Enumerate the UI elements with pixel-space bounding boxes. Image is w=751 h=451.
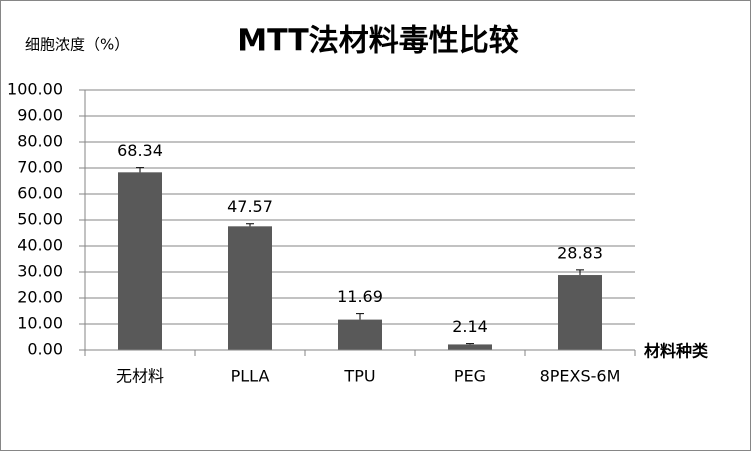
y-tick-label: 90.00 [17,106,63,125]
data-label: 11.69 [337,287,383,306]
y-tick-label: 20.00 [17,288,63,307]
error-bar [356,313,364,320]
error-bar [466,343,474,345]
bar [228,226,272,350]
y-tick-label: 60.00 [17,184,63,203]
bar [338,319,382,350]
y-tick-label: 70.00 [17,158,63,177]
bar [448,344,492,350]
y-axis-label: 细胞浓度（%） [25,36,129,54]
bar [558,275,602,350]
y-tick-label: 30.00 [17,262,63,281]
data-label: 47.57 [227,197,273,216]
data-label: 28.83 [557,243,603,262]
bar [118,172,162,350]
error-bar [246,223,254,227]
error-bar [136,167,144,173]
x-tick-label: PEG [454,367,486,386]
x-tick-label: TPU [343,367,375,386]
y-tick-label: 10.00 [17,314,63,333]
y-tick-label: 40.00 [17,236,63,255]
x-axis-label: 材料种类 [644,342,709,361]
y-tick-label: 100.00 [7,80,63,99]
y-tick-label: 0.00 [27,340,63,359]
data-label: 68.34 [117,141,163,160]
x-tick-label: 无材料 [116,367,164,386]
x-tick-label: 8PEXS-6M [540,367,621,386]
y-tick-label: 80.00 [17,132,63,151]
x-tick-label: PLLA [231,367,270,386]
y-tick-label: 50.00 [17,210,63,229]
error-bar [576,269,584,276]
chart-title: MTT法材料毒性比较 [237,24,518,59]
data-label: 2.14 [452,317,488,336]
